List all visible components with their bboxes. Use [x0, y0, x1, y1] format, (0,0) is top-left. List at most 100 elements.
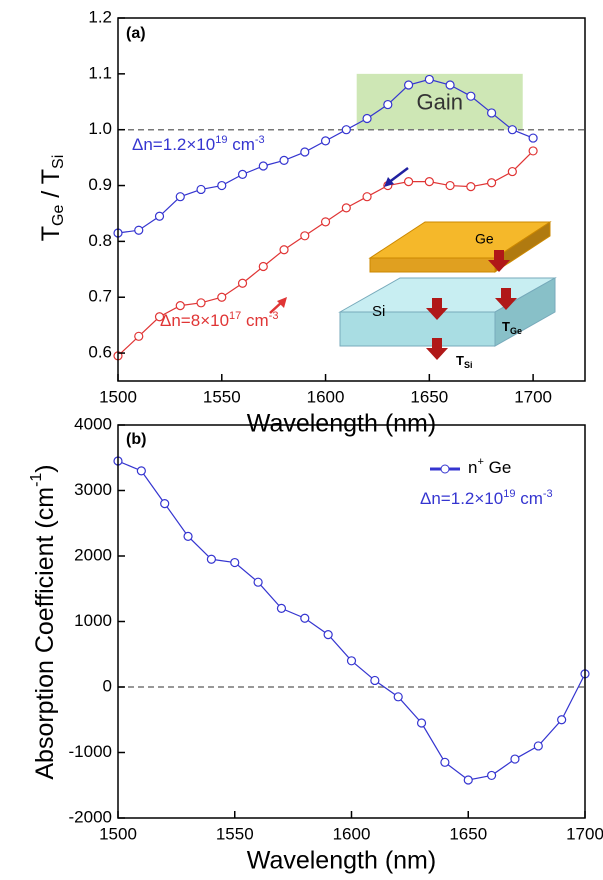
- data-point: [463, 775, 473, 785]
- y-label-part: Si: [50, 155, 67, 169]
- data-point: [487, 770, 497, 781]
- data-point: [466, 182, 476, 192]
- data-point: [487, 178, 497, 188]
- y-label-part: T: [37, 226, 65, 241]
- x-tick-label: 1550: [203, 387, 241, 406]
- data-point: [300, 147, 310, 157]
- x-tick-label: 1650: [449, 824, 487, 843]
- data-point: [183, 531, 193, 541]
- annotation-part: 19: [215, 134, 227, 146]
- annotation-part: -3: [543, 488, 553, 500]
- data-point: [196, 298, 206, 308]
- data-point: [341, 125, 351, 135]
- data-point: [253, 577, 263, 587]
- inset-label-part: Si: [464, 360, 473, 370]
- data-point: [528, 133, 538, 143]
- x-tick-label: 1500: [99, 387, 137, 406]
- data-point: [175, 192, 185, 202]
- y-tick-label: 2000: [74, 545, 112, 564]
- annotation-part: Δn=1.2×10: [132, 135, 215, 154]
- data-point: [206, 554, 216, 564]
- data-point: [136, 466, 146, 476]
- data-point: [276, 603, 287, 614]
- arrow-head: [277, 297, 287, 308]
- y-tick-label: 1.2: [88, 7, 112, 26]
- panel: Gain 1500 1550 1600 1650 1700 0.6 0.7 0.8 0.9 1.0 1…: [88, 7, 586, 438]
- y-label-part: Ge: [50, 205, 67, 226]
- annotation-part: Δn=1.2×10: [420, 489, 503, 508]
- x-tick-label: 1650: [410, 387, 448, 406]
- data-point: [160, 499, 170, 509]
- annotation: Δn=1.2×1019 cm-3: [420, 488, 553, 509]
- data-point: [258, 261, 268, 272]
- y-tick-label: 3000: [74, 480, 112, 499]
- data-point: [320, 217, 331, 227]
- ge-front: [369, 257, 496, 273]
- data-point: [134, 225, 144, 235]
- arrow-head: [384, 177, 394, 187]
- data-point: [416, 718, 427, 728]
- data-point: [230, 557, 240, 568]
- inset-label-part: T: [502, 319, 510, 334]
- data-point: [237, 169, 248, 179]
- x-tick-label: 1600: [333, 824, 371, 843]
- data-point: [279, 245, 289, 255]
- legend-part: n: [468, 458, 477, 477]
- y-tick-label: 0.6: [88, 343, 112, 362]
- x-tick-label: 1600: [307, 387, 345, 406]
- data-point: [362, 192, 372, 202]
- panel-label: (a): [126, 25, 146, 42]
- data-point: [507, 166, 517, 177]
- data-point: [300, 231, 310, 241]
- annotation-part: -3: [255, 134, 265, 146]
- inset-label: Ge: [475, 231, 494, 247]
- x-axis-label: Wavelength (nm): [247, 847, 436, 875]
- flux-arrow: [488, 250, 510, 272]
- data-point: [134, 331, 144, 341]
- data-point: [393, 692, 403, 702]
- data-point: [300, 613, 310, 623]
- gain-label: Gain: [416, 90, 462, 115]
- data-point: [445, 180, 455, 191]
- inset-label: TGe: [502, 319, 522, 336]
- data-point: [528, 146, 538, 156]
- inset-label: Si: [372, 303, 385, 320]
- inset-diagram: Ge Si TGe T Si: [338, 221, 557, 370]
- x-axis-label: Wavelength (nm): [247, 410, 436, 438]
- y-axis-label: Absorption Coefficient (cm-1): [28, 464, 58, 779]
- legend-part: Ge: [484, 458, 511, 477]
- y-label-part: Absorption Coefficient (cm: [31, 487, 59, 780]
- data-point: [424, 177, 434, 187]
- data-point: [557, 715, 567, 725]
- y-tick-label: 4000: [74, 414, 112, 433]
- annotation-part: cm: [241, 311, 268, 330]
- data-point: [362, 113, 372, 124]
- data-point: [154, 211, 165, 221]
- data-point: [440, 757, 450, 767]
- flux-arrow: [426, 298, 448, 320]
- y-tick-label: 1.1: [88, 63, 112, 82]
- data-point: [175, 301, 185, 311]
- legend-marker: [440, 464, 450, 474]
- y-label-part: -1: [28, 473, 45, 487]
- legend-entry: n+ Ge: [468, 456, 511, 478]
- y-tick-label: 1.0: [88, 119, 112, 138]
- y-label-part: / T: [37, 169, 65, 205]
- data-point: [320, 136, 331, 146]
- data-point: [258, 161, 268, 171]
- annotation-part: 19: [503, 488, 515, 500]
- y-tick-label: 1000: [74, 611, 112, 630]
- data-point: [217, 180, 227, 191]
- annotation-part: 17: [229, 310, 241, 322]
- x-tick-label: 1700: [514, 387, 552, 406]
- y-axis-label: TGe / TSi: [37, 155, 68, 242]
- y-tick-label: -1000: [69, 742, 112, 761]
- data-point: [196, 184, 206, 195]
- panel: 1500 1550 1600 1650 1700 -2000 -1000 0 1000 2000 3…: [69, 414, 603, 874]
- data-point: [279, 155, 289, 166]
- data-point: [370, 675, 380, 686]
- data-point: [445, 80, 455, 90]
- inset-label-part: Ge: [510, 326, 522, 336]
- x-tick-label: 1550: [216, 824, 254, 843]
